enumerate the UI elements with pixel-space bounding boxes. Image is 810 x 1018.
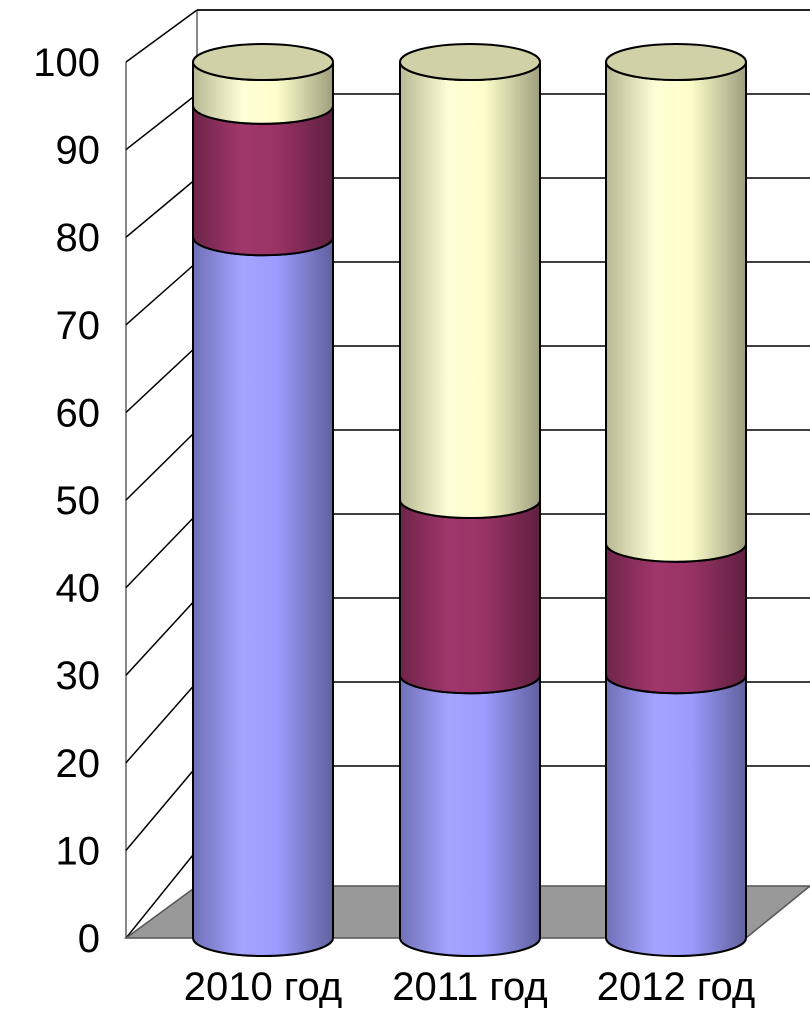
bars bbox=[192, 43, 747, 957]
gridline-side bbox=[125, 513, 198, 589]
bar-top-cap-1 bbox=[399, 43, 541, 81]
bar-segment-0-1 bbox=[192, 105, 334, 257]
gridline-side bbox=[125, 345, 198, 413]
y-axis-ticks: 0 10 20 30 40 50 60 70 80 90 100 bbox=[33, 41, 100, 961]
y-tick-label: 0 bbox=[78, 917, 100, 961]
bar-segment-2-0 bbox=[605, 675, 747, 957]
y-tick-label: 100 bbox=[33, 41, 100, 85]
y-tick-label: 30 bbox=[56, 654, 101, 698]
gridline-side bbox=[125, 261, 198, 326]
bar-segment-2-1 bbox=[605, 543, 747, 695]
y-tick-label: 60 bbox=[56, 391, 101, 435]
bar-stack-2 bbox=[605, 43, 747, 957]
gridline-side bbox=[125, 597, 198, 676]
gridline-side bbox=[125, 9, 198, 63]
bar-segment-1-0 bbox=[399, 675, 541, 957]
gridline-side bbox=[125, 93, 198, 151]
gridline-side bbox=[125, 429, 198, 501]
gridline-side bbox=[125, 681, 198, 764]
y-tick-label: 50 bbox=[56, 479, 101, 523]
x-axis-categories: 2010 год 2011 год 2012 год bbox=[184, 965, 756, 1009]
y-tick-label: 40 bbox=[56, 567, 101, 611]
bar-top-cap-2 bbox=[605, 43, 747, 81]
x-category-label: 2012 год bbox=[597, 965, 756, 1009]
bar-stack-1 bbox=[399, 43, 541, 957]
y-tick-label: 70 bbox=[56, 304, 101, 348]
y-tick-label: 80 bbox=[56, 216, 101, 260]
y-tick-label: 20 bbox=[56, 742, 101, 786]
x-category-label: 2010 год bbox=[184, 965, 343, 1009]
y-tick-label: 90 bbox=[56, 129, 101, 173]
bar-segment-1-1 bbox=[399, 499, 541, 695]
gridline-side bbox=[125, 849, 198, 939]
y-tick-label: 10 bbox=[56, 829, 101, 873]
bar-segment-1-2 bbox=[399, 61, 541, 519]
bar-top-cap-0 bbox=[192, 43, 334, 81]
bar-segment-0-0 bbox=[192, 237, 334, 957]
bar-stack-0 bbox=[192, 43, 334, 957]
x-category-label: 2011 год bbox=[392, 965, 548, 1009]
gridline-side bbox=[125, 765, 198, 851]
bar-segment-2-2 bbox=[605, 61, 747, 563]
gridline-side bbox=[125, 177, 198, 238]
